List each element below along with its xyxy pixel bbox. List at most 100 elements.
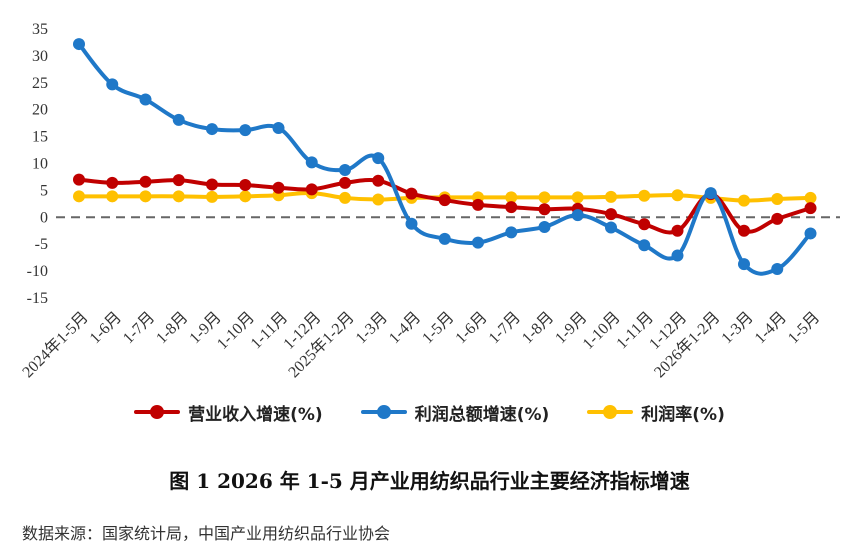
data-point-profit-growth <box>804 227 817 240</box>
data-point-profit-growth <box>438 232 451 245</box>
y-tick-label: 30 <box>32 48 48 65</box>
x-tick-label: 1-5月 <box>785 309 823 347</box>
x-tick-label: 2024年1-5月 <box>19 308 92 381</box>
figure-caption: 图 1 2026 年 1-5 月产业用纺织品行业主要经济指标增速 <box>169 469 690 493</box>
data-point-revenue-growth <box>73 173 85 186</box>
data-point-revenue-growth <box>339 176 351 189</box>
data-point-revenue-growth <box>206 178 218 191</box>
data-point-profit-growth <box>206 123 218 136</box>
series-layer <box>73 38 817 276</box>
data-point-profit-growth <box>538 220 551 233</box>
x-tick-label: 1-3月 <box>353 309 391 347</box>
data-point-profit-margin <box>372 193 385 206</box>
x-tick-label: 1-7月 <box>486 309 524 347</box>
data-point-revenue-growth <box>438 194 451 207</box>
data-point-revenue-growth <box>472 198 484 211</box>
data-point-revenue-growth <box>305 183 318 196</box>
legend-label-profit: 利润总额增速(%) <box>414 404 550 425</box>
legend-swatch-revenue <box>134 404 181 420</box>
legend-item-revenue: 营业收入增速(%) <box>134 400 323 425</box>
data-point-revenue-growth <box>638 218 651 231</box>
x-axis: 2024年1-5月1-6月1-7月1-8月1-9月1-10月1-11月1-12月… <box>19 308 824 381</box>
data-point-profit-growth <box>704 187 717 200</box>
data-point-profit-margin <box>738 194 750 207</box>
x-tick-label: 1-7月 <box>120 309 158 347</box>
data-point-revenue-growth <box>372 174 385 187</box>
series-profit-growth <box>73 38 817 276</box>
data-point-profit-growth <box>172 113 185 126</box>
data-point-profit-margin <box>106 190 119 203</box>
y-axis: 35 30 25 20 15 10 5 0 -5 -10 -15 <box>27 21 48 307</box>
y-tick-label: -10 <box>27 263 48 280</box>
data-point-revenue-growth <box>505 201 518 214</box>
y-tick-label: -5 <box>35 236 48 253</box>
data-point-profit-margin <box>538 191 551 204</box>
x-tick-label: 1-6月 <box>452 309 490 347</box>
data-point-profit-growth <box>106 78 119 91</box>
y-tick-label: 25 <box>32 75 48 92</box>
data-point-profit-growth <box>239 124 252 137</box>
data-point-profit-growth <box>305 156 318 169</box>
x-tick-label: 1-3月 <box>718 309 756 347</box>
data-point-profit-growth <box>738 258 750 271</box>
data-point-revenue-growth <box>405 187 418 200</box>
data-point-profit-growth <box>771 262 784 275</box>
x-tick-label: 1-8月 <box>153 309 191 347</box>
data-point-profit-margin <box>339 191 351 204</box>
data-point-profit-growth <box>73 38 85 51</box>
data-point-revenue-growth <box>538 203 551 216</box>
y-tick-label: -15 <box>27 290 48 307</box>
data-point-revenue-growth <box>272 181 285 194</box>
legend-swatch-profit <box>360 404 407 420</box>
data-point-profit-margin <box>804 191 817 204</box>
series-revenue-growth <box>73 173 817 237</box>
data-point-revenue-growth <box>738 224 750 237</box>
data-point-profit-margin <box>139 190 152 203</box>
legend-swatch-margin <box>587 404 634 420</box>
data-point-profit-growth <box>571 209 584 222</box>
data-point-profit-growth <box>472 236 484 249</box>
data-point-profit-margin <box>73 190 85 203</box>
x-tick-label: 1-5月 <box>419 309 457 347</box>
legend-label-margin: 利润率(%) <box>641 404 725 425</box>
data-point-revenue-growth <box>804 202 817 215</box>
data-point-revenue-growth <box>605 208 617 221</box>
x-tick-label: 1-6月 <box>87 309 125 347</box>
data-point-profit-growth <box>372 152 385 165</box>
x-tick-label: 1-10月 <box>214 309 258 353</box>
data-point-profit-margin <box>206 190 218 203</box>
y-tick-label: 20 <box>32 102 48 119</box>
x-tick-label: 1-4月 <box>386 309 424 347</box>
y-tick-label: 5 <box>40 182 48 199</box>
data-point-revenue-growth <box>172 174 185 187</box>
data-point-profit-margin <box>571 191 584 204</box>
data-point-profit-margin <box>605 190 617 203</box>
data-point-revenue-growth <box>671 224 684 237</box>
y-tick-label: 15 <box>32 129 48 146</box>
data-point-profit-growth <box>638 239 651 252</box>
data-point-profit-growth <box>139 93 152 106</box>
data-point-revenue-growth <box>106 176 119 189</box>
data-point-profit-growth <box>671 249 684 262</box>
y-tick-label: 0 <box>40 209 48 226</box>
x-tick-label: 1-4月 <box>752 309 790 347</box>
data-point-profit-margin <box>239 190 252 203</box>
data-point-profit-growth <box>339 163 351 176</box>
data-point-revenue-growth <box>239 179 252 192</box>
x-tick-label: 1-10月 <box>580 309 624 353</box>
data-point-profit-margin <box>505 191 518 204</box>
data-point-profit-growth <box>272 121 285 134</box>
legend-label-revenue: 营业收入增速(%) <box>188 404 323 425</box>
y-tick-label: 35 <box>32 21 48 38</box>
data-point-revenue-growth <box>139 175 152 188</box>
legend-item-profit: 利润总额增速(%) <box>360 400 550 425</box>
legend-item-margin: 利润率(%) <box>587 400 725 425</box>
data-point-profit-growth <box>505 226 518 239</box>
data-point-profit-margin <box>638 189 651 202</box>
data-point-revenue-growth <box>771 212 784 225</box>
data-point-profit-margin <box>671 189 684 202</box>
legend: 营业收入增速(%) 利润总额增速(%) 利润率(%) <box>0 398 859 426</box>
data-point-profit-margin <box>172 190 185 203</box>
data-point-profit-growth <box>605 221 617 234</box>
